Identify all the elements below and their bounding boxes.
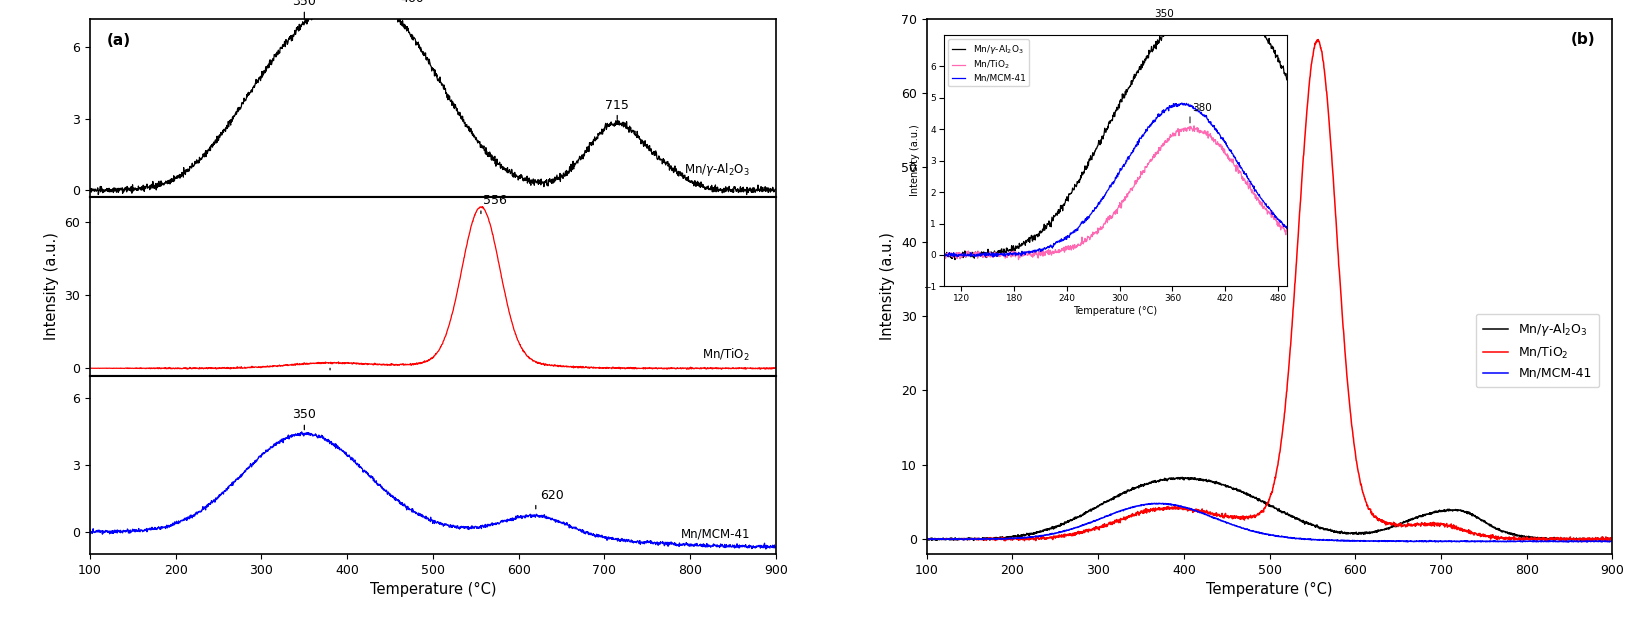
Mn/MCM-41: [1233, 525, 1252, 532]
Mn/MCM-41: [1149, 500, 1169, 507]
Mn/$\gamma$-Al$_2$O$_3$: [1457, 510, 1477, 517]
Mn/TiO$_2$: [1583, 536, 1603, 543]
X-axis label: Temperature (°C): Temperature (°C): [1206, 582, 1333, 597]
Mn/$\gamma$-Al$_2$O$_3$: [1233, 488, 1252, 495]
Mn/TiO$_2$: [1583, 535, 1603, 542]
Mn/TiO$_2$: [1251, 509, 1270, 516]
Text: 556: 556: [483, 195, 506, 207]
Text: Mn/MCM-41: Mn/MCM-41: [681, 528, 750, 541]
Text: 350: 350: [293, 408, 316, 421]
Mn/$\gamma$-Al$_2$O$_3$: [1603, 536, 1622, 543]
Mn/TiO$_2$: [1603, 535, 1622, 543]
Mn/$\gamma$-Al$_2$O$_3$: [1583, 535, 1603, 543]
Mn/TiO$_2$: [1308, 36, 1328, 43]
Text: Mn/TiO$_2$: Mn/TiO$_2$: [702, 347, 750, 363]
Mn/$\gamma$-Al$_2$O$_3$: [1583, 535, 1603, 542]
Text: (a): (a): [106, 33, 131, 48]
Legend: Mn/$\gamma$-Al$_2$O$_3$, Mn/TiO$_2$, Mn/MCM-41: Mn/$\gamma$-Al$_2$O$_3$, Mn/TiO$_2$, Mn/…: [1477, 314, 1599, 387]
Text: (b): (b): [1570, 32, 1596, 47]
Mn/$\gamma$-Al$_2$O$_3$: [1172, 474, 1192, 481]
Text: 350: 350: [293, 0, 316, 8]
Line: Mn/MCM-41: Mn/MCM-41: [927, 503, 1612, 542]
Y-axis label: Intensity (a.u.): Intensity (a.u.): [44, 232, 59, 341]
Mn/TiO$_2$: [1575, 538, 1594, 545]
Mn/MCM-41: [1583, 538, 1603, 545]
Y-axis label: Intensity (a.u.): Intensity (a.u.): [881, 232, 895, 341]
X-axis label: Temperature (°C): Temperature (°C): [370, 582, 496, 597]
Mn/MCM-41: [1457, 538, 1477, 545]
Mn/$\gamma$-Al$_2$O$_3$: [951, 535, 971, 542]
Mn/TiO$_2$: [951, 535, 971, 543]
Mn/MCM-41: [1603, 538, 1622, 545]
Mn/$\gamma$-Al$_2$O$_3$: [964, 536, 984, 544]
Mn/MCM-41: [1583, 537, 1603, 545]
Text: 620: 620: [540, 489, 563, 501]
Mn/TiO$_2$: [917, 535, 936, 543]
Line: Mn/$\gamma$-Al$_2$O$_3$: Mn/$\gamma$-Al$_2$O$_3$: [927, 478, 1612, 540]
Text: Mn/$\gamma$-Al$_2$O$_3$: Mn/$\gamma$-Al$_2$O$_3$: [684, 161, 750, 178]
Mn/TiO$_2$: [1233, 515, 1252, 522]
Text: 380: 380: [318, 374, 342, 387]
Text: 715: 715: [606, 98, 629, 111]
Text: 460: 460: [401, 0, 424, 5]
Mn/MCM-41: [1251, 529, 1270, 536]
Mn/MCM-41: [1576, 538, 1596, 546]
Mn/$\gamma$-Al$_2$O$_3$: [917, 536, 936, 543]
Line: Mn/TiO$_2$: Mn/TiO$_2$: [927, 39, 1612, 541]
Mn/MCM-41: [951, 535, 971, 543]
Mn/MCM-41: [917, 535, 936, 543]
Mn/TiO$_2$: [1457, 528, 1477, 536]
Mn/$\gamma$-Al$_2$O$_3$: [1251, 498, 1270, 505]
